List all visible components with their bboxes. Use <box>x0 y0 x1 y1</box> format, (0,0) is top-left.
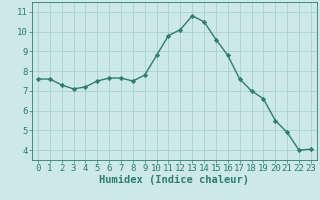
X-axis label: Humidex (Indice chaleur): Humidex (Indice chaleur) <box>100 175 249 185</box>
